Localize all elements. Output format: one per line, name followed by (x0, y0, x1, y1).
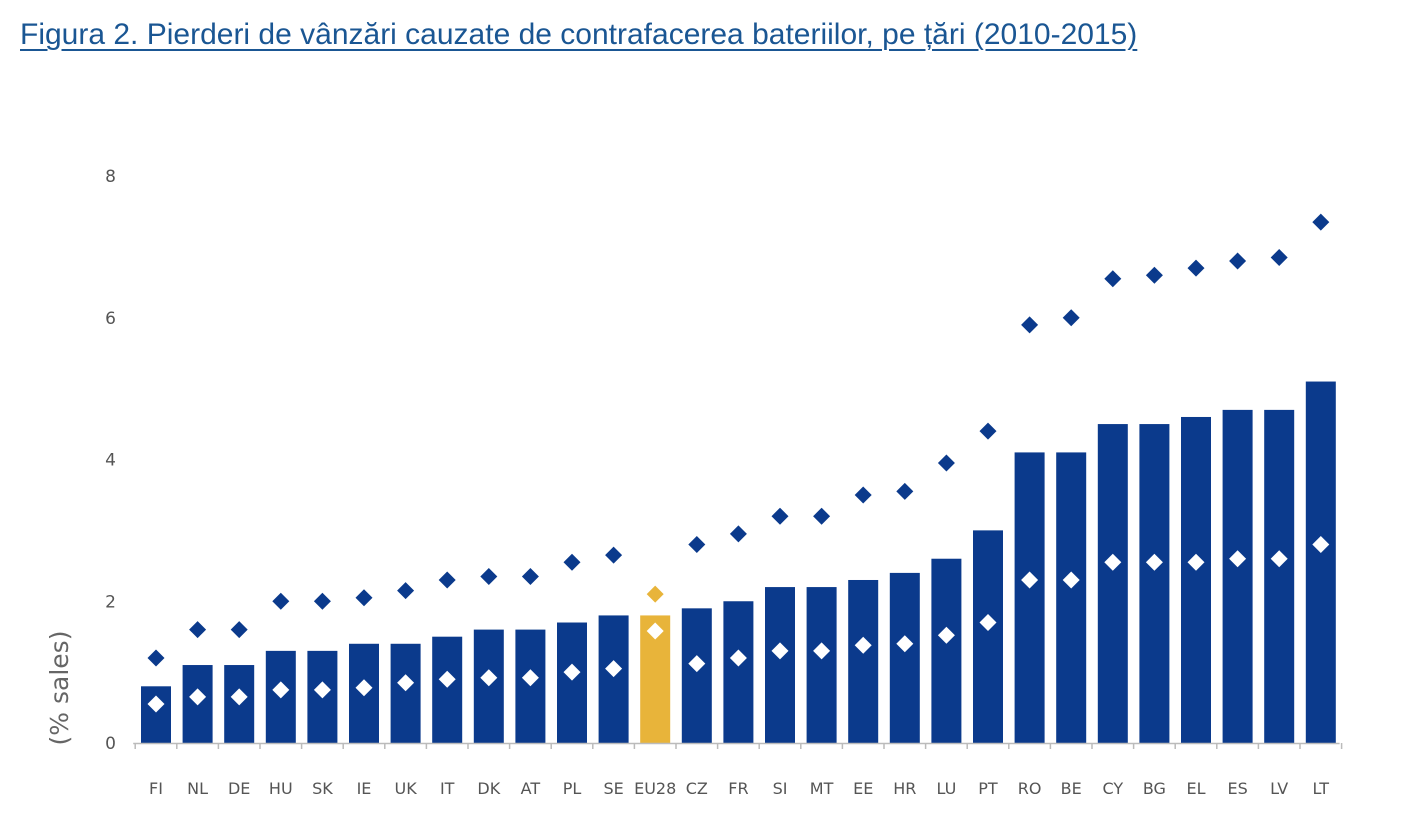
bar-se (599, 615, 629, 743)
x-tick-label-de: DE (228, 779, 250, 798)
upper-marker-nl (189, 621, 206, 638)
x-tick-label-hr: HR (893, 779, 916, 798)
upper-marker-el (1188, 260, 1205, 277)
upper-marker-cy (1104, 270, 1121, 287)
x-tick-label-hu: HU (269, 779, 293, 798)
x-tick-label-fr: FR (728, 779, 748, 798)
x-tick-label-ro: RO (1018, 779, 1042, 798)
x-tick-label-ee: EE (853, 779, 873, 798)
bar-lv (1264, 410, 1294, 743)
upper-marker-bg (1146, 267, 1163, 284)
upper-marker-pt (980, 423, 997, 440)
x-tick-label-uk: UK (394, 779, 417, 798)
x-tick-label-bg: BG (1143, 779, 1166, 798)
y-ticks: 0 2 4 6 8 (105, 167, 116, 754)
upper-marker-at (522, 568, 539, 585)
upper-marker-be (1063, 309, 1080, 326)
upper-marker-hu (272, 593, 289, 610)
upper-marker-dk (480, 568, 497, 585)
x-tick-label-lv: LV (1270, 779, 1288, 798)
upper-marker-es (1229, 253, 1246, 270)
x-tick-label-si: SI (773, 779, 788, 798)
bar-fr (723, 601, 753, 743)
x-tick-label-ie: IE (357, 779, 372, 798)
x-tick-label-sk: SK (312, 779, 333, 798)
x-tick-label-it: IT (440, 779, 455, 798)
bar-at (515, 630, 545, 743)
upper-marker-fi (148, 649, 165, 666)
x-tick-label-se: SE (603, 779, 623, 798)
x-labels: FI NL DE HU SK IE UK IT DK AT PL SE EU28 CZ FR SI MT EE HR… (149, 779, 1329, 798)
y-axis-title: (% sales) (45, 631, 74, 746)
x-tick-label-be: BE (1061, 779, 1082, 798)
bar-be (1056, 452, 1086, 743)
upper-marker-hr (896, 483, 913, 500)
y-axis-title-group: (% sales) (45, 631, 74, 746)
bar-pl (557, 623, 587, 743)
bar-cz (682, 608, 712, 743)
upper-marker-pl (564, 554, 581, 571)
upper-marker-de (231, 621, 248, 638)
bar-ro (1015, 452, 1045, 743)
upper-marker-mt (813, 508, 830, 525)
x-tick-label-eu28: EU28 (634, 779, 676, 798)
x-tick-label-at: AT (521, 779, 541, 798)
x-tick-label-lt: LT (1313, 779, 1330, 798)
y-tick-label-8: 8 (105, 167, 116, 187)
bar-fi (141, 686, 171, 743)
y-tick-label-0: 0 (105, 734, 116, 754)
y-tick-label-6: 6 (105, 309, 116, 329)
upper-marker-eu28 (647, 586, 664, 603)
bar-ee (848, 580, 878, 743)
x-tick-label-cy: CY (1102, 779, 1123, 798)
bar-el (1181, 417, 1211, 743)
x-tick-label-nl: NL (187, 779, 208, 798)
upper-marker-ro (1021, 316, 1038, 333)
x-tick-label-mt: MT (810, 779, 834, 798)
bar-es (1223, 410, 1253, 743)
x-tick-label-fi: FI (149, 779, 163, 798)
upper-marker-sk (314, 593, 331, 610)
x-tick-label-cz: CZ (686, 779, 708, 798)
upper-marker-it (439, 571, 456, 588)
bar-si (765, 587, 795, 743)
bar-lu (931, 559, 961, 743)
upper-marker-fr (730, 525, 747, 542)
bar-it (432, 637, 462, 743)
upper-marker-lu (938, 455, 955, 472)
bar-hr (890, 573, 920, 743)
x-tick-label-pt: PT (978, 779, 998, 798)
x-tick-label-pl: PL (563, 779, 582, 798)
upper-marker-se (605, 547, 622, 564)
bar-mt (807, 587, 837, 743)
upper-marker-lv (1271, 249, 1288, 266)
y-tick-label-4: 4 (105, 451, 116, 471)
upper-marker-ee (855, 486, 872, 503)
y-tick-label-2: 2 (105, 592, 116, 612)
upper-marker-cz (688, 536, 705, 553)
x-axis (133, 743, 1341, 749)
upper-marker-lt (1312, 214, 1329, 231)
bar-dk (474, 630, 504, 743)
bar-lt (1306, 382, 1336, 743)
x-tick-label-lu: LU (936, 779, 956, 798)
x-tick-label-dk: DK (477, 779, 500, 798)
bar-cy (1098, 424, 1128, 743)
bar-pt (973, 530, 1003, 743)
x-tick-label-el: EL (1186, 779, 1205, 798)
bar-bg (1139, 424, 1169, 743)
upper-marker-uk (397, 582, 414, 599)
upper-marker-ie (356, 589, 373, 606)
upper-marker-si (772, 508, 789, 525)
chart-svg: (% sales) 0 2 4 6 8 FI NL DE HU SK IE UK IT DK AT PL SE… (0, 0, 1420, 814)
bar-uk (391, 644, 421, 743)
x-tick-label-es: ES (1227, 779, 1247, 798)
